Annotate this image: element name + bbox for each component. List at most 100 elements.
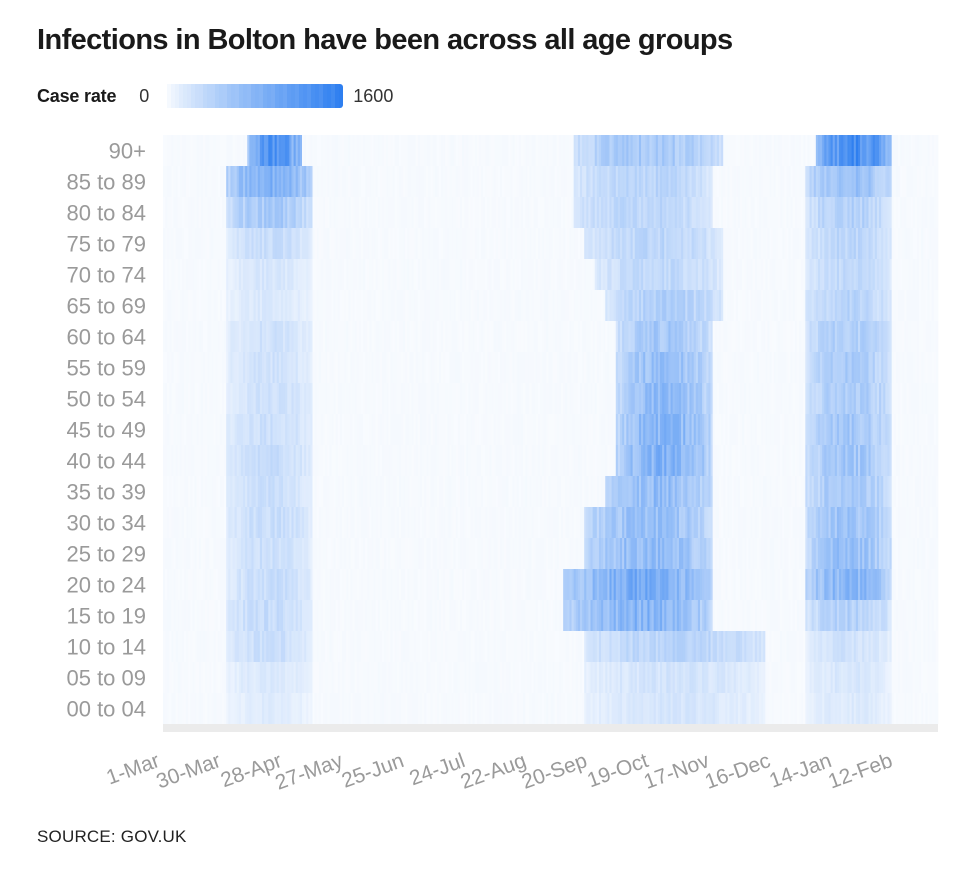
heatmap-cell (832, 197, 836, 228)
heatmap-cell (527, 166, 530, 197)
heatmap-cell (373, 538, 377, 569)
heatmap-cell (636, 228, 640, 259)
heatmap-cell (700, 507, 703, 538)
heatmap-cell (857, 197, 861, 228)
heatmap-cell (655, 135, 659, 166)
heatmap-cell (592, 228, 596, 259)
heatmap-cell (582, 476, 585, 507)
heatmap-cell (457, 414, 461, 445)
heatmap-cell (344, 383, 347, 414)
heatmap-cell (327, 383, 330, 414)
heatmap-cell (910, 197, 914, 228)
heatmap-cell (200, 352, 204, 383)
heatmap-cell (573, 135, 577, 166)
heatmap-cell (270, 166, 273, 197)
heatmap-cell (864, 507, 867, 538)
heatmap-cell (310, 507, 313, 538)
heatmap-cell (495, 228, 499, 259)
heatmap-cell (592, 166, 596, 197)
heatmap-cell (592, 414, 596, 445)
heatmap-cell (177, 259, 181, 290)
heatmap-cell (299, 228, 303, 259)
heatmap-cell (754, 476, 758, 507)
heatmap-cell (247, 538, 250, 569)
heatmap-cell (320, 321, 324, 352)
heatmap-cell (318, 166, 322, 197)
heatmap-cell (718, 228, 722, 259)
heatmap-cell (889, 321, 893, 352)
heatmap-cell (731, 383, 735, 414)
heatmap-cell (561, 166, 564, 197)
heatmap-cell (525, 445, 528, 476)
heatmap-cell (807, 445, 810, 476)
heatmap-cell (801, 321, 804, 352)
heatmap-cell (240, 352, 244, 383)
heatmap-cell (832, 228, 836, 259)
heatmap-cell (916, 507, 920, 538)
heatmap-cell (352, 135, 355, 166)
heatmap-cell (678, 197, 682, 228)
heatmap-cell (217, 383, 221, 414)
heatmap-cell (360, 321, 364, 352)
heatmap-cell (323, 259, 326, 290)
heatmap-cell (337, 414, 341, 445)
heatmap-cell (409, 321, 412, 352)
heatmap-cell (476, 321, 480, 352)
heatmap-cell (769, 476, 772, 507)
heatmap-cell (822, 414, 825, 445)
heatmap-cell (765, 259, 768, 290)
heatmap-cell (624, 507, 627, 538)
heatmap-cell (339, 507, 343, 538)
heatmap-cell (670, 321, 673, 352)
heatmap-cell (331, 135, 334, 166)
heatmap-cell (325, 507, 328, 538)
heatmap-cell (470, 507, 473, 538)
heatmap-cell (649, 228, 652, 259)
heatmap-cell (219, 321, 223, 352)
heatmap-cell (255, 445, 259, 476)
heatmap-cell (563, 383, 566, 414)
heatmap-cell (565, 321, 568, 352)
heatmap-cell (314, 538, 318, 569)
heatmap-cell (883, 445, 886, 476)
heatmap-cell (424, 352, 427, 383)
heatmap-cell (455, 538, 459, 569)
heatmap-cell (243, 228, 246, 259)
heatmap-cell (571, 507, 575, 538)
heatmap-cell (224, 414, 227, 445)
heatmap-cell (434, 259, 438, 290)
heatmap-cell (836, 259, 840, 290)
heatmap-cell (360, 476, 364, 507)
heatmap-cell (817, 135, 821, 166)
heatmap-cell (539, 259, 543, 290)
heatmap-cell (550, 383, 553, 414)
heatmap-row (163, 538, 939, 569)
heatmap-cell (228, 383, 231, 414)
heatmap-cell (209, 197, 212, 228)
heatmap-cell (221, 166, 225, 197)
heatmap-cell (539, 507, 543, 538)
heatmap-cell (240, 538, 244, 569)
heatmap-cell (919, 476, 922, 507)
heatmap-cell (803, 476, 806, 507)
heatmap-cell (807, 476, 810, 507)
heatmap-cell (346, 228, 349, 259)
heatmap-cell (883, 197, 886, 228)
heatmap-cell (607, 259, 610, 290)
heatmap-cell (403, 476, 406, 507)
heatmap-cell (327, 290, 330, 321)
heatmap-cell (398, 259, 402, 290)
heatmap-cell (451, 228, 454, 259)
heatmap-cell (236, 383, 240, 414)
heatmap-cell (727, 476, 730, 507)
heatmap-cell (367, 414, 370, 445)
heatmap-cell (531, 476, 535, 507)
heatmap-cell (348, 507, 351, 538)
heatmap-cell (921, 290, 924, 321)
heatmap-cell (862, 414, 865, 445)
heatmap-cell (788, 476, 791, 507)
heatmap-cell (864, 321, 867, 352)
heatmap-cell (382, 259, 385, 290)
heatmap-cell (464, 445, 467, 476)
heatmap-cell (742, 290, 745, 321)
